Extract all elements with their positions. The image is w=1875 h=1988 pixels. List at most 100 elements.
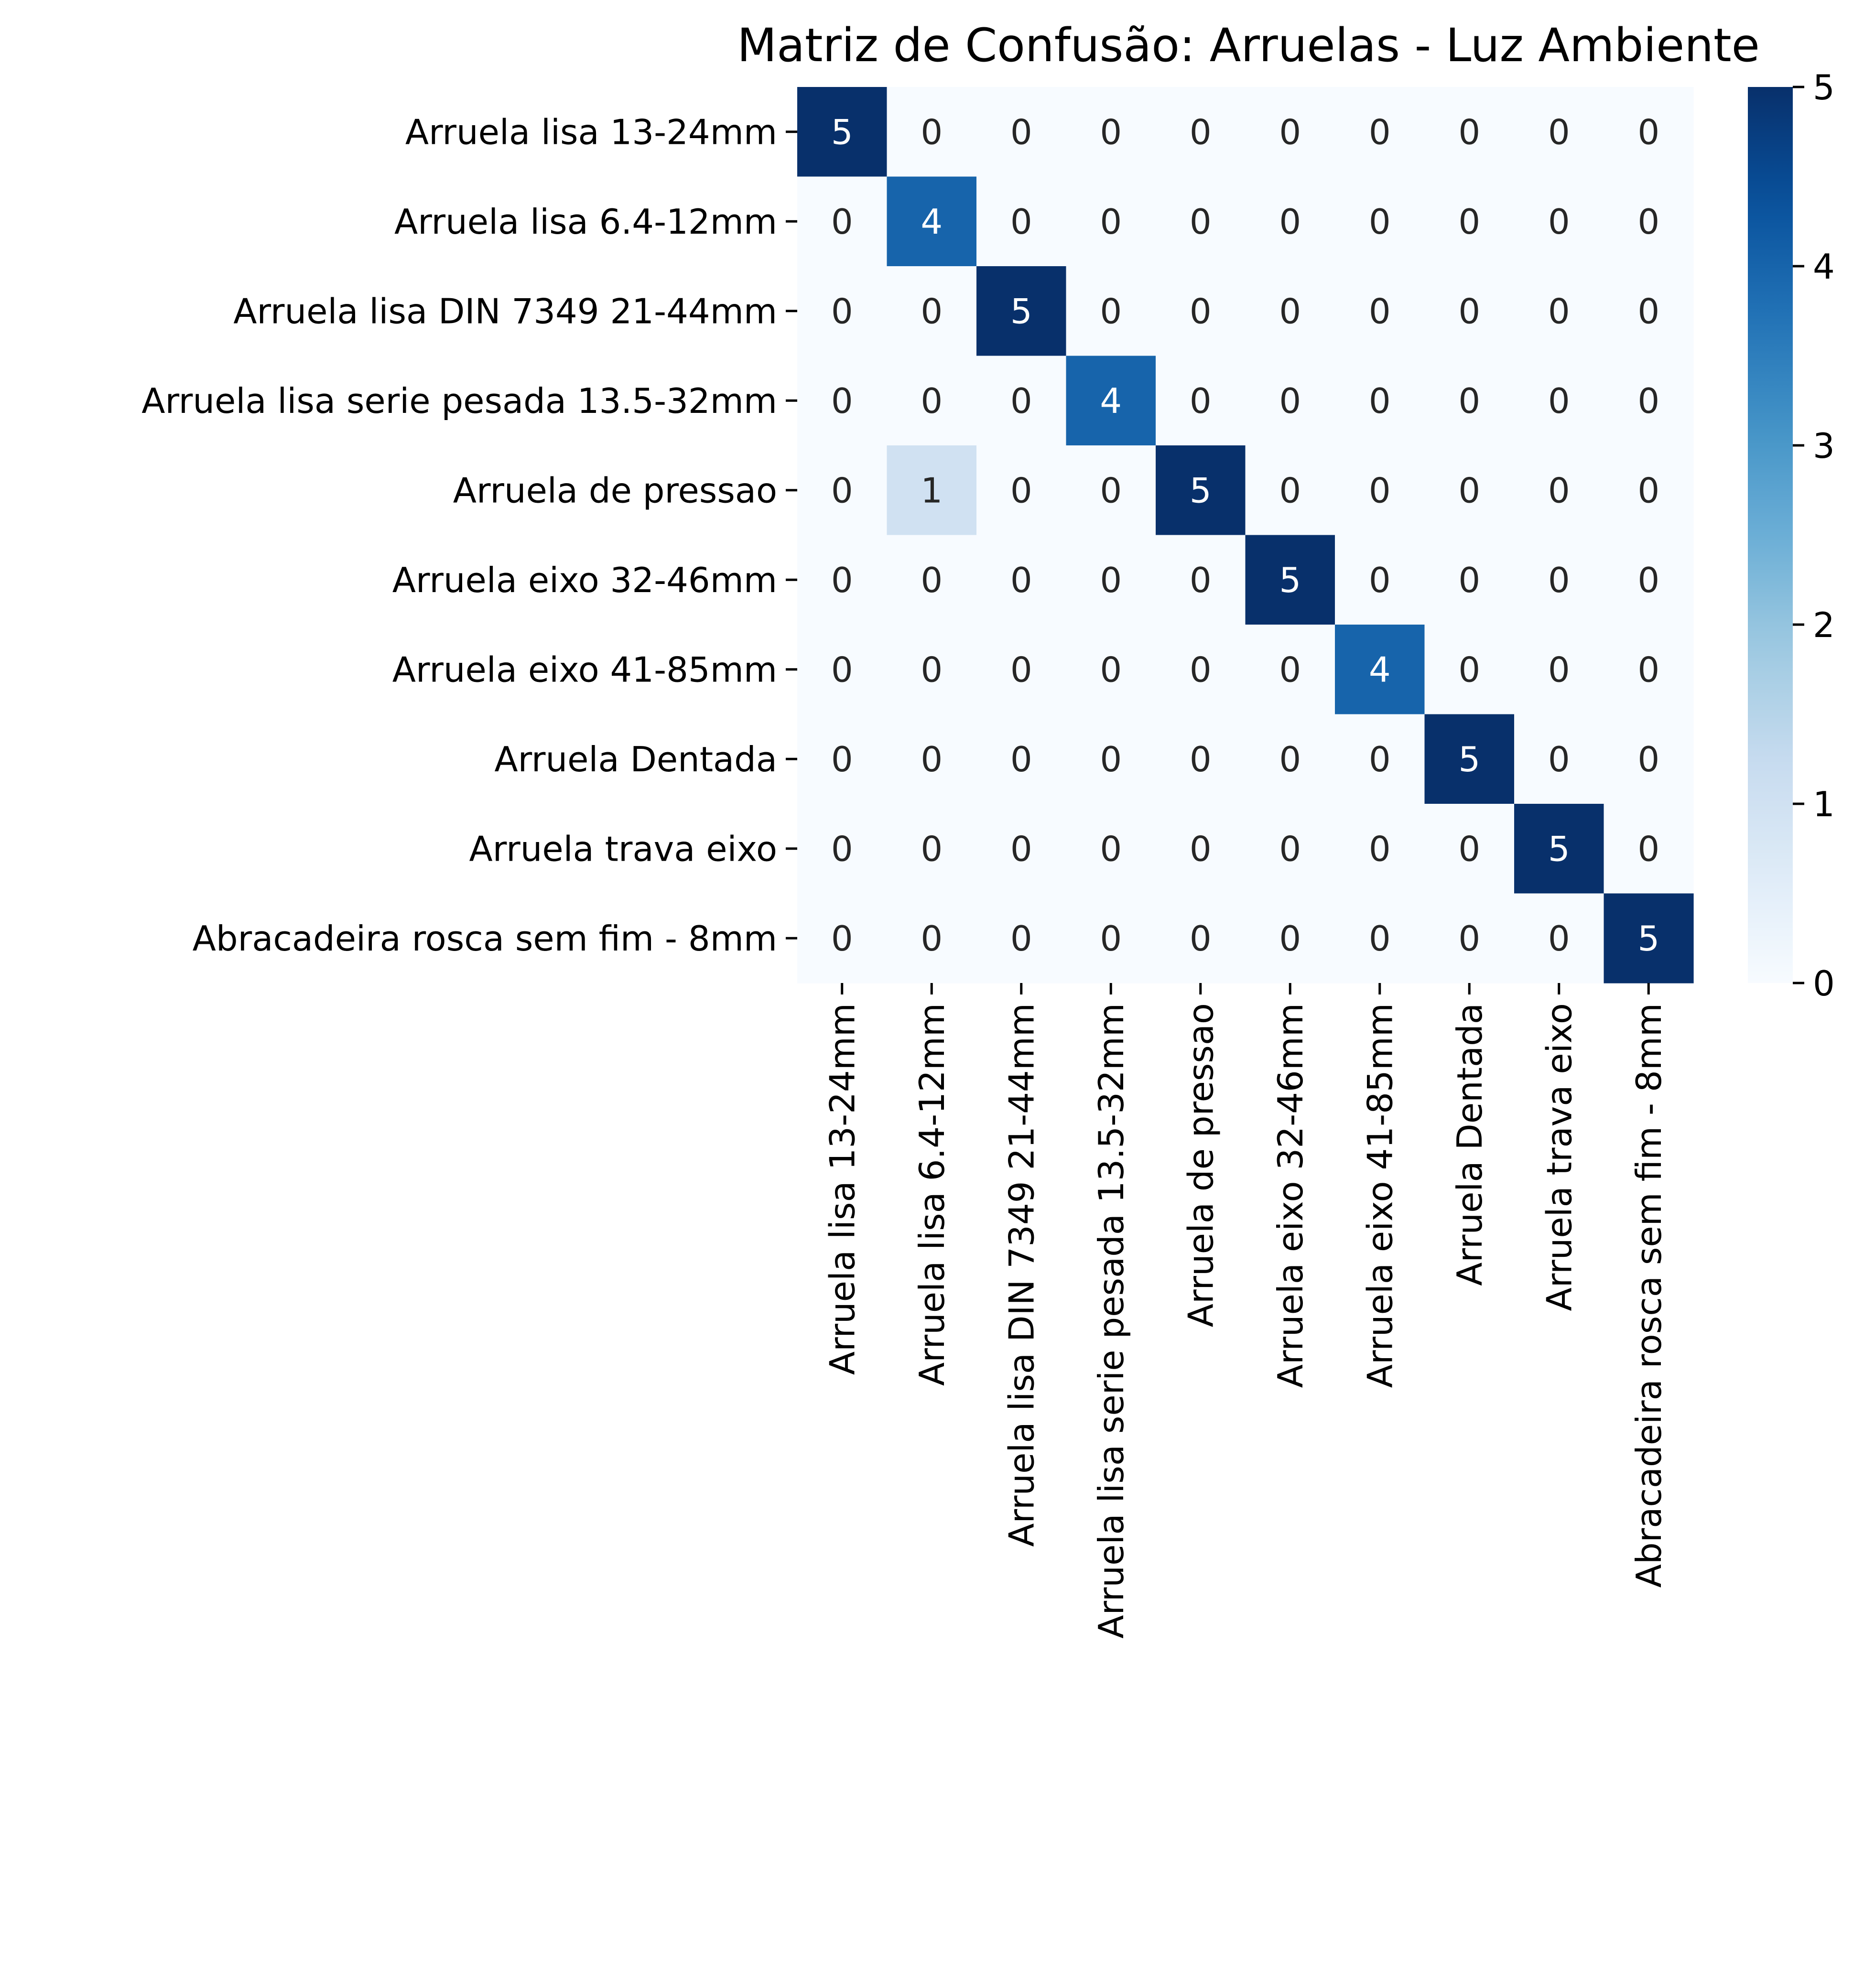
cell-value-r1-c1: 4 (921, 202, 943, 242)
x-tick-label-8: Arruela trava eixo (1539, 1003, 1580, 1311)
cell-value-r0-c5: 0 (1279, 112, 1301, 152)
cell-value-r2-c7: 0 (1458, 292, 1480, 332)
x-tick-label-7: Arruela Dentada (1450, 1003, 1490, 1286)
cell-value-r5-c9: 0 (1637, 560, 1659, 600)
heatmap-cell-r2-c5 (1245, 266, 1335, 357)
cell-value-r7-c5: 0 (1279, 739, 1301, 779)
cell-value-r0-c7: 0 (1458, 112, 1480, 152)
heatmap-cell-r3-c4 (1156, 356, 1246, 446)
heatmap-cell-r3-c0 (797, 356, 888, 446)
cell-value-r9-c8: 0 (1548, 918, 1570, 959)
cell-value-r9-c3: 0 (1100, 918, 1122, 959)
heatmap-cell-r6-c7 (1424, 625, 1515, 715)
heatmap-cell-r6-c2 (976, 625, 1067, 715)
heatmap-cell-r4-c4 (1156, 445, 1246, 536)
y-tick-label-5: Arruela eixo 32-46mm (392, 560, 777, 600)
cell-value-r2-c2: 5 (1010, 292, 1032, 332)
heatmap-cell-r4-c2 (976, 445, 1067, 536)
cell-value-r6-c6: 4 (1369, 650, 1391, 690)
cell-value-r3-c3: 4 (1100, 381, 1122, 421)
heatmap-cell-r6-c1 (887, 625, 977, 715)
cell-value-r1-c8: 0 (1548, 202, 1570, 242)
x-tick-label-2: Arruela lisa DIN 7349 21-44mm (1002, 1003, 1042, 1547)
heatmap-cell-r5-c4 (1156, 535, 1246, 625)
x-axis: Arruela lisa 13-24mm Arruela lisa 6.4-12m… (823, 983, 1669, 1639)
heatmap-cell-r9-c4 (1156, 893, 1246, 983)
x-tick-label-3: Arruela lisa serie pesada 13.5-32mm (1091, 1003, 1131, 1639)
cell-value-r7-c9: 0 (1637, 739, 1659, 779)
cell-value-r4-c5: 0 (1279, 471, 1301, 511)
cell-value-r8-c2: 0 (1010, 829, 1032, 869)
cell-annotations: 5 0 0 0 0 0 0 0 0 0 0 4 0 0 0 0 0 0 0 0 0 0 5 0 0 0 0 0 0 0 0 0 0 4 0 0 0 0 0 0… (831, 112, 1659, 959)
heatmap-cell-r1-c5 (1245, 176, 1335, 267)
colorbar-gradient (1748, 87, 1793, 983)
heatmap-cell-r7-c7 (1424, 714, 1515, 804)
cell-value-r4-c9: 0 (1637, 471, 1659, 511)
y-tick-label-8: Arruela trava eixo (469, 829, 777, 869)
cell-value-r9-c2: 0 (1010, 918, 1032, 959)
heatmap-cell-r2-c9 (1604, 266, 1694, 357)
heatmap-cell-r4-c5 (1245, 445, 1335, 536)
heatmap-cell-r1-c8 (1514, 176, 1604, 267)
heatmap-cell-r6-c8 (1514, 625, 1604, 715)
cell-value-r5-c0: 0 (831, 560, 853, 600)
cell-value-r8-c8: 5 (1548, 829, 1570, 869)
heatmap-cell-r7-c6 (1335, 714, 1425, 804)
cell-value-r1-c3: 0 (1100, 202, 1122, 242)
cell-value-r0-c0: 5 (831, 112, 853, 152)
cell-value-r2-c8: 0 (1548, 292, 1570, 332)
colorbar-tick-label-3: 3 (1813, 426, 1835, 466)
heatmap-cell-r6-c9 (1604, 625, 1694, 715)
y-tick-label-3: Arruela lisa serie pesada 13.5-32mm (141, 381, 777, 421)
cell-value-r3-c1: 0 (921, 381, 943, 421)
cell-value-r0-c8: 0 (1548, 112, 1570, 152)
heatmap-cell-r5-c8 (1514, 535, 1604, 625)
heatmap-cell-r4-c6 (1335, 445, 1425, 536)
heatmap-cell-r2-c7 (1424, 266, 1515, 357)
heatmap-cell-r1-c9 (1604, 176, 1694, 267)
cell-value-r9-c9: 5 (1637, 918, 1659, 959)
cell-value-r1-c7: 0 (1458, 202, 1480, 242)
heatmap-cell-r1-c2 (976, 176, 1067, 267)
heatmap-cell-r3-c6 (1335, 356, 1425, 446)
heatmap-cell-r0-c3 (1066, 87, 1156, 177)
cell-value-r4-c2: 0 (1010, 471, 1032, 511)
cell-value-r6-c5: 0 (1279, 650, 1301, 690)
heatmap-cell-r4-c1 (887, 445, 977, 536)
cell-value-r8-c4: 0 (1190, 829, 1212, 869)
heatmap-cell-r8-c5 (1245, 804, 1335, 894)
heatmap-cell-r8-c2 (976, 804, 1067, 894)
cell-value-r0-c3: 0 (1100, 112, 1122, 152)
cell-value-r0-c4: 0 (1190, 112, 1212, 152)
cell-value-r4-c8: 0 (1548, 471, 1570, 511)
heatmap-cell-r2-c4 (1156, 266, 1246, 357)
heatmap-cell-r7-c8 (1514, 714, 1604, 804)
heatmap-cell-r2-c0 (797, 266, 888, 357)
cell-value-r2-c0: 0 (831, 292, 853, 332)
heatmap-cell-r1-c6 (1335, 176, 1425, 267)
heatmap-cell-r0-c7 (1424, 87, 1515, 177)
heatmap-cell-r5-c7 (1424, 535, 1515, 625)
heatmap-cell-r2-c6 (1335, 266, 1425, 357)
heatmap-cell-r9-c8 (1514, 893, 1604, 983)
cell-value-r6-c8: 0 (1548, 650, 1570, 690)
heatmap-cell-r4-c7 (1424, 445, 1515, 536)
heatmap-cell-r3-c7 (1424, 356, 1515, 446)
heatmap-cell-r7-c4 (1156, 714, 1246, 804)
heatmap-cell-r6-c0 (797, 625, 888, 715)
cell-value-r3-c6: 0 (1369, 381, 1391, 421)
y-tick-label-9: Abracadeira rosca sem fim - 8mm (193, 918, 777, 959)
x-tick-label-9: Abracadeira rosca sem fim - 8mm (1629, 1003, 1669, 1588)
cell-value-r6-c4: 0 (1190, 650, 1212, 690)
cell-value-r6-c1: 0 (921, 650, 943, 690)
y-tick-label-6: Arruela eixo 41-85mm (392, 650, 777, 690)
heatmap-cell-r9-c3 (1066, 893, 1156, 983)
heatmap-cell-r9-c1 (887, 893, 977, 983)
heatmap-cell-r0-c0 (797, 87, 888, 177)
heatmap-cell-r1-c7 (1424, 176, 1515, 267)
heatmap-cell-r9-c6 (1335, 893, 1425, 983)
cell-value-r1-c6: 0 (1369, 202, 1391, 242)
cell-value-r9-c5: 0 (1279, 918, 1301, 959)
heatmap-cell-r4-c8 (1514, 445, 1604, 536)
cell-value-r9-c1: 0 (921, 918, 943, 959)
